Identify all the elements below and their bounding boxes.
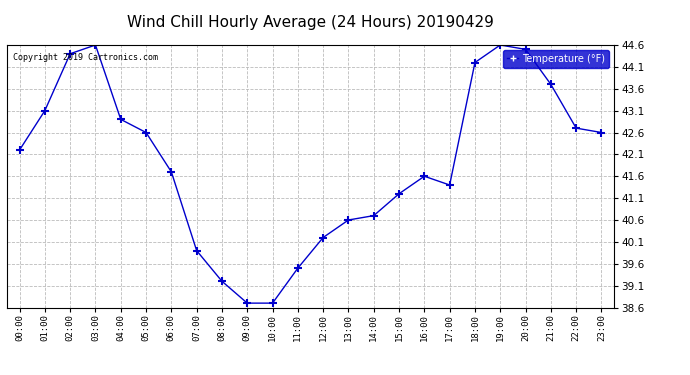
Legend: Temperature (°F): Temperature (°F) [503, 50, 609, 68]
Text: Wind Chill Hourly Average (24 Hours) 20190429: Wind Chill Hourly Average (24 Hours) 201… [127, 15, 494, 30]
Text: Copyright 2019 Cartronics.com: Copyright 2019 Cartronics.com [13, 53, 158, 62]
